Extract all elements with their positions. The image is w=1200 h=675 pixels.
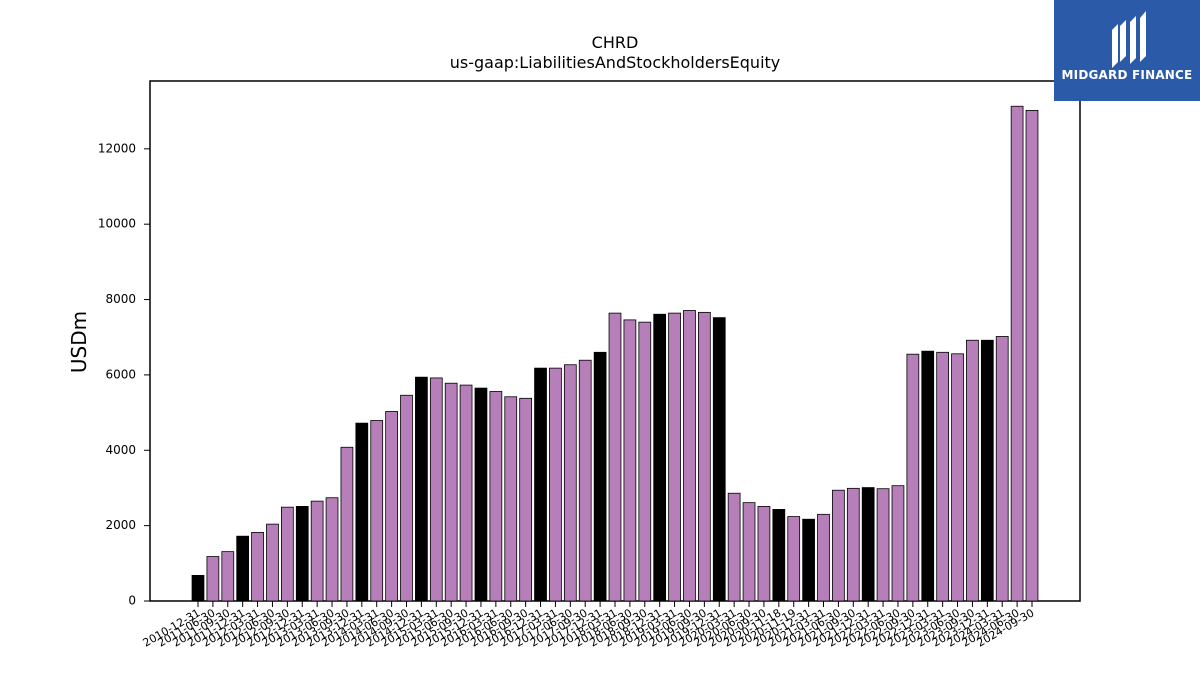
bar-2012-03-31: [251, 532, 264, 602]
bar-2012-06-30: [266, 523, 279, 602]
bar-2023-09-30: [966, 339, 979, 602]
y-tick-label: 2000: [105, 518, 136, 532]
bar-2018-03-31: [608, 312, 622, 602]
bar-2010-12-31: [191, 574, 205, 602]
bar-2021-06-30: [832, 489, 845, 602]
bar-2013-09-30: [340, 446, 354, 602]
y-axis-ticks: 0 2000 4000 6000 8000 10000 12000: [98, 141, 150, 608]
bar-2023-03-31: [936, 351, 950, 602]
bar-2013-03-31: [310, 500, 324, 602]
bar-2020-03-31: [727, 492, 741, 602]
bar-2022-03-31: [876, 488, 890, 602]
bar-2018-06-30: [623, 319, 637, 602]
bar-2020-06-30: [742, 502, 756, 602]
bar-2014-06-30: [385, 411, 398, 602]
bar-2015-06-30: [444, 382, 458, 602]
bar-2020-12-31: [802, 518, 815, 602]
bar-2014-12-31: [415, 376, 428, 602]
bar-2019-06-30: [683, 310, 696, 602]
bar-2016-03-31: [489, 391, 503, 602]
bar-2016-06-30: [504, 396, 518, 602]
bar-2014-03-31: [370, 420, 384, 602]
bar-2015-09-30: [459, 384, 473, 602]
y-tick-label: 8000: [105, 292, 136, 306]
bar-2018-12-31: [653, 313, 667, 602]
bar-2024-06-30: [1010, 105, 1024, 602]
bar-2015-03-31: [429, 377, 443, 602]
bar-2021-12-31: [861, 487, 875, 602]
bar-2011-06-30: [206, 556, 220, 602]
bar-2013-06-30: [325, 497, 339, 602]
y-tick-label: 10000: [98, 217, 136, 231]
x-axis-ticks: 2010-12-312011-06-302011-09-302011-12-31…: [141, 601, 1037, 650]
bar-2020-11-18: [772, 509, 786, 602]
bar-2022-06-30: [891, 485, 905, 602]
bar-2020-11-19: [787, 516, 801, 602]
bar-2016-09-30: [519, 397, 533, 602]
bar-2015-12-31: [474, 387, 488, 602]
bar-2019-09-30: [698, 311, 711, 602]
y-tick-label: 4000: [105, 443, 136, 457]
bar-2014-09-30: [400, 394, 413, 602]
bar-2017-12-31: [593, 351, 607, 602]
chart-title: CHRD: [592, 33, 639, 52]
bar-2011-12-31: [236, 535, 250, 602]
bar-2023-06-30: [951, 353, 964, 602]
bar-2021-09-30: [846, 487, 860, 602]
bar-2018-09-30: [638, 321, 652, 602]
logo-mark-icon: [1112, 11, 1146, 68]
y-tick-label: 12000: [98, 141, 136, 155]
bar-2016-12-31: [534, 367, 547, 602]
bar-2013-12-31: [355, 422, 369, 602]
bar-2017-09-30: [578, 359, 592, 602]
chart-subtitle: us-gaap:LiabilitiesAndStockholdersEquity: [450, 53, 781, 72]
logo-text: MIDGARD FINANCE: [1061, 68, 1193, 82]
bar-2024-03-31: [995, 336, 1009, 602]
bar-2019-12-31: [712, 317, 726, 602]
bar-2021-03-31: [817, 513, 830, 602]
bar-2022-09-30: [906, 353, 920, 602]
bar-2011-09-30: [221, 551, 235, 602]
bar-2017-06-30: [563, 364, 577, 602]
bar-2012-12-31: [295, 506, 309, 602]
y-axis-label: USDm: [67, 311, 91, 373]
bars-group: [191, 105, 1039, 602]
brand-logo: MIDGARD FINANCE: [1054, 0, 1200, 101]
bar-2023-12-31: [980, 339, 994, 602]
bar-2017-03-31: [549, 367, 562, 602]
y-tick-label: 0: [128, 594, 136, 608]
bar-2024-09-30: [1025, 109, 1039, 602]
y-tick-label: 6000: [105, 367, 136, 381]
bar-2022-12-31: [921, 350, 935, 602]
bar-2020-09-30: [757, 506, 771, 602]
bar-2012-09-30: [280, 506, 294, 602]
bar-2019-03-31: [668, 312, 681, 602]
